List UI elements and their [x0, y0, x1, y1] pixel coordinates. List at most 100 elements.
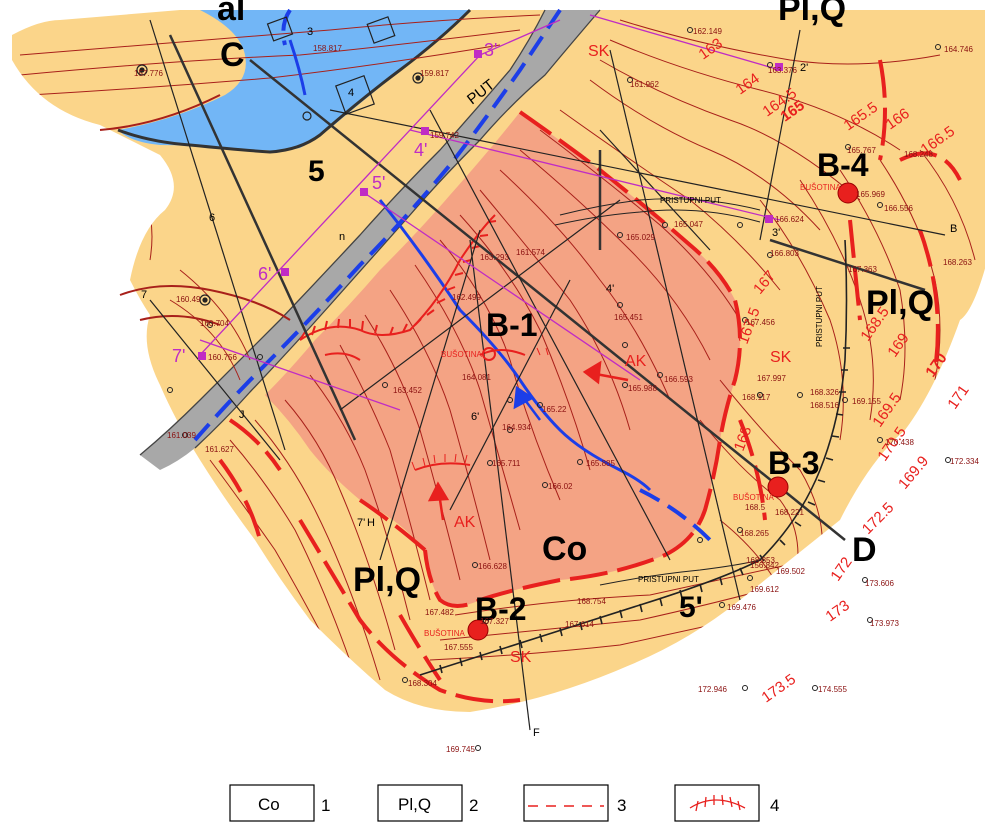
blue-dashed-line — [193, 8, 712, 542]
legend-box-3 — [523, 784, 609, 822]
point-label-3-prime: 3' — [484, 40, 497, 60]
spot-height: 167.456 — [746, 318, 775, 327]
unit-label-al: al — [217, 0, 245, 28]
profile-label-6-prime-b: 6' — [471, 411, 479, 423]
contour-label-173-5: 173.5 — [759, 671, 800, 706]
spot-height: 174.555 — [818, 685, 847, 694]
road-label-pristupni-1: PRISTUPNI PUT — [660, 196, 721, 205]
spot-height: 165.22 — [542, 405, 567, 414]
spot-height: 165.029 — [626, 233, 655, 242]
point-label-7-prime: 7' — [172, 346, 185, 366]
spot-height: 173.606 — [865, 579, 894, 588]
spot-height: 168.853 — [746, 556, 775, 565]
blue-solid-line — [288, 39, 652, 492]
spot-height: 167.482 — [425, 608, 454, 617]
spot-height: 164.081 — [462, 373, 491, 382]
profile-label-f: F — [533, 727, 540, 739]
spot-height: 164.934 — [502, 423, 531, 432]
unit-label-plq-top: Pl,Q — [778, 0, 846, 28]
spot-height: 161.962 — [630, 80, 659, 89]
road-edge-left — [139, 9, 546, 456]
flow-arrows — [427, 360, 629, 521]
spot-height: 165.988 — [628, 384, 657, 393]
spot-height: 157.776 — [134, 69, 163, 78]
borehole-label-b3: B-3 — [768, 445, 820, 481]
unit-label-co: Co — [542, 530, 587, 568]
zone-label-ak1: AK — [625, 353, 647, 370]
contour-label-171: 171 — [944, 382, 972, 412]
road-label-pristupni-2: PRISTUPNI PUT — [815, 286, 824, 347]
legend-box-2 — [377, 784, 463, 822]
legend-num-3: 3 — [617, 796, 626, 815]
landslide-zone — [265, 112, 740, 606]
point-label-6-prime: 6' — [258, 264, 271, 284]
bold-contours — [99, 94, 291, 326]
profile-label-3: 3 — [307, 26, 313, 38]
spot-height: 156.842 — [750, 561, 779, 570]
zone-label-ak2: AK — [454, 514, 476, 531]
contour-label-173: 173 — [823, 597, 853, 625]
spot-height: 158.817 — [313, 44, 342, 53]
geology-boundaries — [218, 59, 962, 704]
spot-height: 166.624 — [775, 215, 804, 224]
spot-height: 169.745 — [446, 745, 475, 754]
road-label-pristupni-3: PRISTUPNI PUT — [638, 575, 699, 584]
spot-height: 166.628 — [478, 562, 507, 571]
profile-label-b: B — [950, 223, 957, 235]
legend-box-1 — [229, 784, 315, 822]
spot-height: 165.767 — [847, 146, 876, 155]
spot-height: 172.334 — [950, 457, 979, 466]
profile-label-2-prime: 2' — [800, 62, 808, 74]
spot-height: 168.248 — [904, 150, 933, 159]
borehole-label-b2: B-2 — [475, 591, 527, 627]
spot-height: 167.327 — [480, 617, 509, 626]
profile-lines-thin — [149, 19, 946, 731]
profile-label-7: 7 — [141, 289, 147, 301]
spot-dots — [167, 27, 951, 751]
borehole-sub-b2: BUŠOTINA — [424, 629, 466, 638]
profile-label-c: C — [220, 36, 245, 74]
spot-height: 167.555 — [444, 643, 473, 652]
spot-height: 172.946 — [698, 685, 727, 694]
spot-height: 168.117 — [742, 393, 771, 402]
spot-height: 165.969 — [856, 190, 885, 199]
spot-height: 168.221 — [775, 508, 804, 517]
spot-height: 161.627 — [205, 445, 234, 454]
spot-height: 168.263 — [943, 258, 972, 267]
profile-label-4-prime-b: 4' — [606, 283, 614, 295]
profile-label-5-prime: 5' — [679, 591, 703, 624]
magenta-section — [199, 14, 781, 411]
profile-label-6: 6 — [209, 212, 215, 224]
spot-height: 166.556 — [884, 204, 913, 213]
legend: Co 1 Pl,Q 2 3 4 — [229, 784, 779, 822]
spot-height: 166.803 — [770, 249, 799, 258]
spot-height: 169.502 — [776, 567, 805, 576]
terrain-dark-lines — [554, 198, 761, 586]
unit-label-plq-left: Pl,Q — [353, 561, 421, 599]
zone-label-sk3: SK — [510, 649, 532, 666]
legend-num-2: 2 — [469, 796, 478, 815]
road-edge-right — [194, 9, 601, 449]
point-label-5-prime-m: 5' — [372, 173, 385, 193]
spot-height: 160.756 — [208, 353, 237, 362]
spot-height: 168.326 — [810, 388, 839, 397]
spot-height: 163.293 — [480, 253, 509, 262]
spot-height: 168.265 — [740, 529, 769, 538]
borehole-label-b1: B-1 — [486, 307, 538, 343]
legend-scarp-icon — [689, 794, 746, 812]
spot-height: 165.885 — [586, 459, 615, 468]
borehole-markers — [467, 182, 859, 641]
spot-height: 165.047 — [674, 220, 703, 229]
spot-height: 170.438 — [885, 438, 914, 447]
spot-height: 166.593 — [664, 375, 693, 384]
access-road-hatched — [419, 239, 850, 676]
spot-height: 159.817 — [420, 69, 449, 78]
unit-label-plq-right: Pl,Q — [866, 284, 934, 322]
flow-arrows-blue — [513, 385, 541, 421]
spot-height: 163.376 — [768, 66, 797, 75]
profile-label-3-prime-b: 3' — [772, 227, 780, 239]
spot-height: 173.973 — [870, 619, 899, 628]
legend-text-1: Co — [258, 795, 280, 814]
borehole-sub-b1: BUŠOTINA — [441, 350, 483, 359]
